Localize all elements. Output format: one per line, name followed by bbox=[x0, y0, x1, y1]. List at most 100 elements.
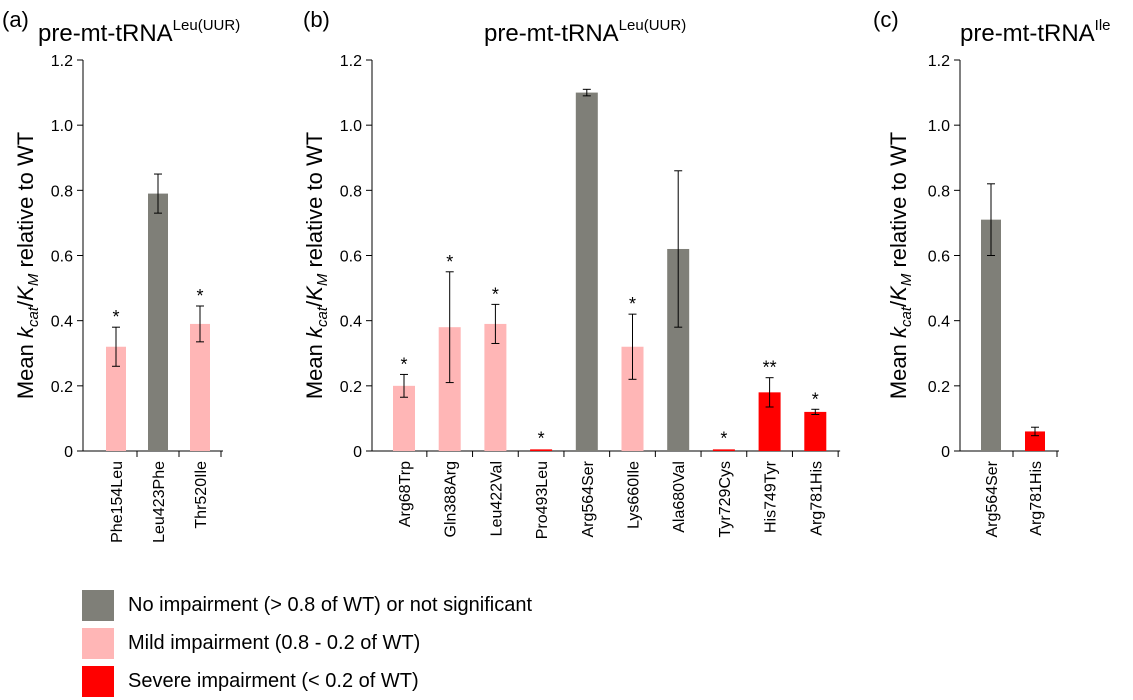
bar bbox=[190, 323, 210, 451]
y-tick-label: 0 bbox=[941, 444, 950, 461]
y-tick-label: 0.6 bbox=[51, 249, 73, 266]
x-tick-label: Arg781His bbox=[1028, 461, 1045, 536]
significance-label: * bbox=[629, 294, 636, 314]
panel-b: (b) pre-mt-tRNALeu(UUR) Mean kcat/KM relat… bbox=[302, 7, 841, 539]
chart-title-superscript: Leu(UUR) bbox=[173, 17, 241, 34]
y-axis-label-part: M bbox=[25, 273, 42, 286]
x-tick-label: Ala680Val bbox=[671, 461, 688, 533]
chart-title-main: pre-mt-tRNA bbox=[960, 20, 1095, 47]
x-tick-label: Arg564Ser bbox=[984, 460, 1001, 537]
bar bbox=[804, 411, 827, 451]
y-tick-label: 0.4 bbox=[928, 314, 950, 331]
significance-label: * bbox=[538, 429, 545, 449]
y-tick-label: 1.2 bbox=[340, 53, 362, 70]
y-tick-label: 0.2 bbox=[51, 379, 73, 396]
y-tick-label: 0.6 bbox=[340, 249, 362, 266]
bar bbox=[148, 193, 168, 451]
chart-title-main: pre-mt-tRNA bbox=[38, 20, 173, 47]
y-tick-label: 0.8 bbox=[340, 183, 362, 200]
x-tick-label: Leu422Val bbox=[488, 461, 505, 536]
x-tick-label: Lys660Ile bbox=[626, 461, 643, 529]
bar bbox=[484, 323, 507, 451]
y-axis-label-part: relative to WT bbox=[13, 132, 38, 274]
x-tick-label: Tyr729Cys bbox=[717, 461, 734, 537]
chart-title-main: pre-mt-tRNA bbox=[484, 20, 619, 47]
bar bbox=[575, 92, 598, 451]
y-tick-label: 0.8 bbox=[51, 183, 73, 200]
y-tick-label: 0 bbox=[64, 444, 73, 461]
bar bbox=[621, 346, 644, 451]
y-tick-label: 0.2 bbox=[340, 379, 362, 396]
bar bbox=[106, 346, 126, 451]
bar bbox=[393, 385, 415, 451]
bar bbox=[530, 449, 553, 451]
bar bbox=[758, 392, 781, 451]
legend-item-severe-impairment: Severe impairment (< 0.2 of WT) bbox=[82, 662, 532, 700]
y-tick-label: 0 bbox=[353, 444, 362, 461]
y-tick-label: 0.4 bbox=[340, 314, 362, 331]
legend-label: Mild impairment (0.8 - 0.2 of WT) bbox=[128, 631, 421, 654]
y-axis-label-part: cat bbox=[898, 306, 915, 327]
y-axis-label-part: Mean bbox=[13, 338, 38, 399]
y-axis-label-part: / bbox=[13, 300, 38, 307]
y-axis-label-part: Mean bbox=[886, 338, 911, 399]
x-tick-label: Phe154Leu bbox=[109, 461, 126, 543]
y-axis-label: Mean kcat/KM relative to WT bbox=[13, 132, 42, 399]
legend-label: Severe impairment (< 0.2 of WT) bbox=[128, 669, 419, 692]
significance-label: * bbox=[446, 252, 453, 272]
y-axis-label-part: k bbox=[886, 326, 911, 338]
x-tick-label: Leu423Phe bbox=[151, 461, 168, 543]
y-axis-label-part: Mean bbox=[302, 338, 327, 399]
chart-title: pre-mt-tRNALeu(UUR) bbox=[484, 17, 686, 47]
panel-label: (a) bbox=[2, 7, 29, 32]
y-tick-label: 1.0 bbox=[51, 118, 73, 135]
significance-label: * bbox=[492, 284, 499, 304]
y-axis-label-part: k bbox=[13, 326, 38, 338]
y-tick-label: 0.6 bbox=[928, 249, 950, 266]
legend-swatch-mild-impairment bbox=[82, 627, 114, 659]
y-axis-label-part: / bbox=[302, 300, 327, 307]
panel-c: (c) pre-mt-tRNAIle Mean kcat/KM relative t… bbox=[873, 7, 1111, 538]
chart-title-superscript: Ile bbox=[1095, 17, 1111, 34]
x-tick-label: Arg781His bbox=[808, 461, 825, 536]
y-axis-label-part: M bbox=[898, 273, 915, 286]
y-axis-label-part: K bbox=[886, 285, 911, 301]
panel-label: (b) bbox=[303, 7, 330, 32]
y-tick-label: 1.0 bbox=[928, 118, 950, 135]
panel-a: (a) pre-mt-tRNALeu(UUR) Mean kcat/KM relat… bbox=[2, 7, 240, 543]
bar bbox=[981, 219, 1001, 451]
significance-label: * bbox=[196, 286, 203, 306]
y-axis-label-part: K bbox=[13, 285, 38, 301]
y-axis-label-part: K bbox=[302, 285, 327, 301]
y-tick-label: 0.4 bbox=[51, 314, 73, 331]
chart-title-superscript: Leu(UUR) bbox=[619, 17, 687, 34]
significance-label: ** bbox=[763, 358, 777, 378]
chart-title: pre-mt-tRNAIle bbox=[960, 17, 1111, 47]
bar bbox=[1025, 431, 1045, 451]
significance-label: * bbox=[400, 354, 407, 374]
x-tick-label: Gln388Arg bbox=[443, 461, 460, 538]
y-tick-label: 1.2 bbox=[51, 53, 73, 70]
y-axis-label-part: / bbox=[886, 300, 911, 307]
x-tick-label: Thr520Ile bbox=[193, 461, 210, 529]
significance-label: * bbox=[812, 389, 819, 409]
y-axis-label: Mean kcat/KM relative to WT bbox=[886, 132, 915, 399]
bar bbox=[438, 327, 461, 451]
legend-label: No impairment (> 0.8 of WT) or not signi… bbox=[128, 593, 533, 616]
x-tick-label: Arg68Trp bbox=[397, 461, 414, 527]
y-tick-label: 0.2 bbox=[928, 379, 950, 396]
x-tick-label: Pro493Leu bbox=[534, 461, 551, 539]
legend-item-no-impairment: No impairment (> 0.8 of WT) or not signi… bbox=[82, 586, 532, 624]
legend: No impairment (> 0.8 of WT) or not signi… bbox=[82, 586, 532, 700]
y-axis-label-part: relative to WT bbox=[886, 132, 911, 274]
y-axis-label: Mean kcat/KM relative to WT bbox=[302, 132, 331, 399]
significance-label: * bbox=[720, 429, 727, 449]
y-axis-label-part: k bbox=[302, 326, 327, 338]
y-tick-label: 1.0 bbox=[340, 118, 362, 135]
legend-swatch-no-impairment bbox=[82, 589, 114, 621]
y-axis-label-part: relative to WT bbox=[302, 132, 327, 274]
y-tick-label: 0.8 bbox=[928, 183, 950, 200]
bar bbox=[667, 248, 690, 451]
y-axis-label-part: M bbox=[314, 273, 331, 286]
